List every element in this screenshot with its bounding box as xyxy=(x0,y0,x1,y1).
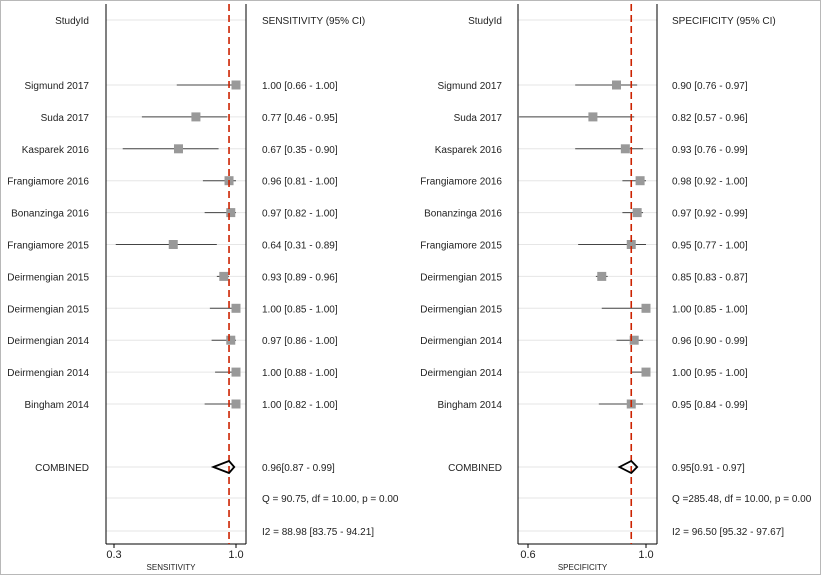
sensitivity-ci-text: 0.77 [0.46 - 0.95] xyxy=(262,113,338,124)
specificity-study-label: Bingham 2014 xyxy=(438,400,503,411)
specificity-xlabel: SPECIFICITY xyxy=(558,563,608,572)
specificity-point-estimate xyxy=(641,367,651,377)
sensitivity-point-estimate xyxy=(191,112,201,122)
sensitivity-study-label: Sigmund 2017 xyxy=(25,81,90,92)
sensitivity-point-estimate xyxy=(226,208,236,218)
specificity-ci-text: 0.95 [0.84 - 0.99] xyxy=(672,400,748,411)
specificity-point-estimate xyxy=(612,80,621,90)
sensitivity-point-estimate xyxy=(219,271,229,281)
sensitivity-tick-label: 0.3 xyxy=(106,549,121,561)
sensitivity-point-estimate xyxy=(168,240,178,249)
specificity-ci-text: 1.00 [0.95 - 1.00] xyxy=(672,368,748,379)
sensitivity-heterogeneity-q: Q = 90.75, df = 10.00, p = 0.00 xyxy=(262,494,399,505)
sensitivity-point-estimate xyxy=(231,303,241,313)
specificity-ci-text: 0.82 [0.57 - 0.96] xyxy=(672,113,748,124)
specificity-label-header: StudyId xyxy=(468,16,502,27)
sensitivity-point-estimate xyxy=(231,367,241,377)
specificity-ci-text: 0.98 [0.92 - 1.00] xyxy=(672,177,748,188)
specificity-point-estimate xyxy=(620,144,630,154)
sensitivity-ci-text: 0.97 [0.86 - 1.00] xyxy=(262,336,338,347)
sensitivity-point-estimate xyxy=(231,399,241,409)
specificity-point-estimate xyxy=(588,112,598,122)
specificity-study-label: Kasparek 2016 xyxy=(435,145,503,156)
sensitivity-study-label: Bingham 2014 xyxy=(25,400,90,411)
sensitivity-study-label: Suda 2017 xyxy=(41,113,90,124)
specificity-study-label: Bonanzinga 2016 xyxy=(424,209,502,220)
specificity-tick-label: 0.6 xyxy=(520,549,535,561)
specificity-study-label: Suda 2017 xyxy=(454,113,503,124)
specificity-point-estimate xyxy=(635,176,645,186)
specificity-ci-text: 0.90 [0.76 - 0.97] xyxy=(672,81,748,92)
specificity-ci-text: 0.95 [0.77 - 1.00] xyxy=(672,241,748,252)
sensitivity-point-estimate xyxy=(173,144,183,154)
sensitivity-point-estimate xyxy=(231,80,241,90)
specificity-ci-text: 1.00 [0.85 - 1.00] xyxy=(672,304,748,315)
specificity-ci-text: 0.93 [0.76 - 0.99] xyxy=(672,145,748,156)
sensitivity-study-label: Deirmengian 2014 xyxy=(7,368,89,379)
sensitivity-study-label: Frangiamore 2015 xyxy=(7,241,89,252)
sensitivity-ci-text: 0.93 [0.89 - 0.96] xyxy=(262,272,338,283)
sensitivity-xlabel: SENSITIVITY xyxy=(147,563,197,572)
specificity-ci-text: 0.96 [0.90 - 0.99] xyxy=(672,336,748,347)
specificity-combined-text: 0.95[0.91 - 0.97] xyxy=(672,463,745,474)
specificity-study-label: Deirmengian 2015 xyxy=(420,272,502,283)
specificity-heterogeneity-q: Q =285.48, df = 10.00, p = 0.00 xyxy=(672,494,812,505)
sensitivity-ci-text: 1.00 [0.85 - 1.00] xyxy=(262,304,338,315)
specificity-ci-text: 0.97 [0.92 - 0.99] xyxy=(672,209,748,220)
sensitivity-study-label: Deirmengian 2014 xyxy=(7,336,89,347)
sensitivity-combined-label: COMBINED xyxy=(35,463,89,474)
specificity-point-estimate xyxy=(629,335,639,345)
specificity-combined-label: COMBINED xyxy=(448,463,502,474)
sensitivity-label-header: StudyId xyxy=(55,16,89,27)
sensitivity-ci-text: 0.67 [0.35 - 0.90] xyxy=(262,145,338,156)
sensitivity-ci-text: 1.00 [0.82 - 1.00] xyxy=(262,400,338,411)
specificity-heterogeneity-i2: I2 = 96.50 [95.32 - 97.67] xyxy=(672,527,784,538)
sensitivity-study-label: Deirmengian 2015 xyxy=(7,272,89,283)
specificity-study-label: Frangiamore 2016 xyxy=(420,177,502,188)
specificity-study-label: Deirmengian 2014 xyxy=(420,368,502,379)
specificity-value-header: SPECIFICITY (95% CI) xyxy=(672,16,776,27)
sensitivity-study-label: Kasparek 2016 xyxy=(22,145,90,156)
sensitivity-study-label: Deirmengian 2015 xyxy=(7,304,89,315)
specificity-point-estimate xyxy=(597,271,607,281)
specificity-study-label: Deirmengian 2015 xyxy=(420,304,502,315)
sensitivity-heterogeneity-i2: I2 = 88.98 [83.75 - 94.21] xyxy=(262,527,374,538)
specificity-study-label: Deirmengian 2014 xyxy=(420,336,502,347)
sensitivity-ci-text: 1.00 [0.88 - 1.00] xyxy=(262,368,338,379)
specificity-point-estimate xyxy=(626,240,636,249)
sensitivity-study-label: Frangiamore 2016 xyxy=(7,177,89,188)
sensitivity-tick-label: 1.0 xyxy=(228,549,243,561)
sensitivity-ci-text: 0.97 [0.82 - 1.00] xyxy=(262,209,338,220)
sensitivity-combined-text: 0.96[0.87 - 0.99] xyxy=(262,463,335,474)
sensitivity-ci-text: 0.64 [0.31 - 0.89] xyxy=(262,241,338,252)
sensitivity-value-header: SENSITIVITY (95% CI) xyxy=(262,16,365,27)
specificity-point-estimate xyxy=(632,208,642,218)
specificity-point-estimate xyxy=(641,303,651,313)
specificity-combined-diamond xyxy=(617,459,639,475)
specificity-ci-text: 0.85 [0.83 - 0.87] xyxy=(672,272,748,283)
sensitivity-point-estimate xyxy=(226,335,236,345)
specificity-tick-label: 1.0 xyxy=(638,549,653,561)
sensitivity-ci-text: 1.00 [0.66 - 1.00] xyxy=(262,81,338,92)
specificity-study-label: Sigmund 2017 xyxy=(438,81,503,92)
sensitivity-ci-text: 0.96 [0.81 - 1.00] xyxy=(262,177,338,188)
specificity-study-label: Frangiamore 2015 xyxy=(420,241,502,252)
sensitivity-combined-diamond xyxy=(210,459,236,475)
sensitivity-study-label: Bonanzinga 2016 xyxy=(11,209,89,220)
